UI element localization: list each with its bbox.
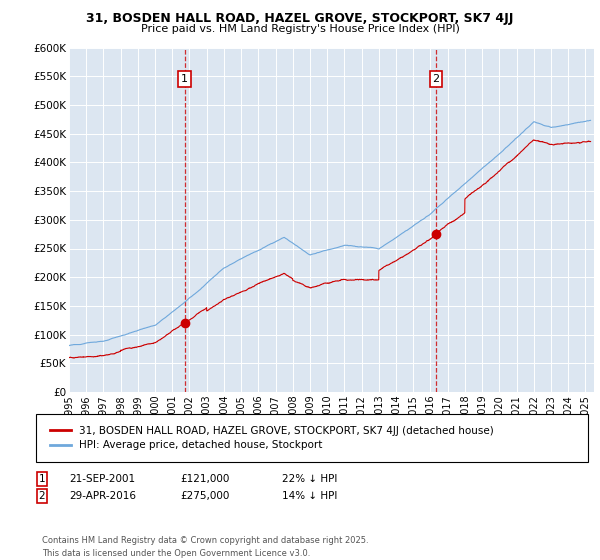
Text: This data is licensed under the Open Government Licence v3.0.: This data is licensed under the Open Gov…	[42, 549, 310, 558]
Text: 29-APR-2016: 29-APR-2016	[69, 491, 136, 501]
Text: £121,000: £121,000	[180, 474, 229, 484]
Legend: 31, BOSDEN HALL ROAD, HAZEL GROVE, STOCKPORT, SK7 4JJ (detached house), HPI: Ave: 31, BOSDEN HALL ROAD, HAZEL GROVE, STOCK…	[47, 423, 497, 454]
Text: 14% ↓ HPI: 14% ↓ HPI	[282, 491, 337, 501]
Text: 2: 2	[433, 74, 440, 84]
Text: 21-SEP-2001: 21-SEP-2001	[69, 474, 135, 484]
Text: 22% ↓ HPI: 22% ↓ HPI	[282, 474, 337, 484]
Text: 2: 2	[38, 491, 46, 501]
Text: 31, BOSDEN HALL ROAD, HAZEL GROVE, STOCKPORT, SK7 4JJ: 31, BOSDEN HALL ROAD, HAZEL GROVE, STOCK…	[86, 12, 514, 25]
Text: £275,000: £275,000	[180, 491, 229, 501]
FancyBboxPatch shape	[36, 414, 588, 462]
Text: 1: 1	[38, 474, 46, 484]
Text: Price paid vs. HM Land Registry's House Price Index (HPI): Price paid vs. HM Land Registry's House …	[140, 24, 460, 34]
Text: 1: 1	[181, 74, 188, 84]
Text: Contains HM Land Registry data © Crown copyright and database right 2025.: Contains HM Land Registry data © Crown c…	[42, 536, 368, 545]
